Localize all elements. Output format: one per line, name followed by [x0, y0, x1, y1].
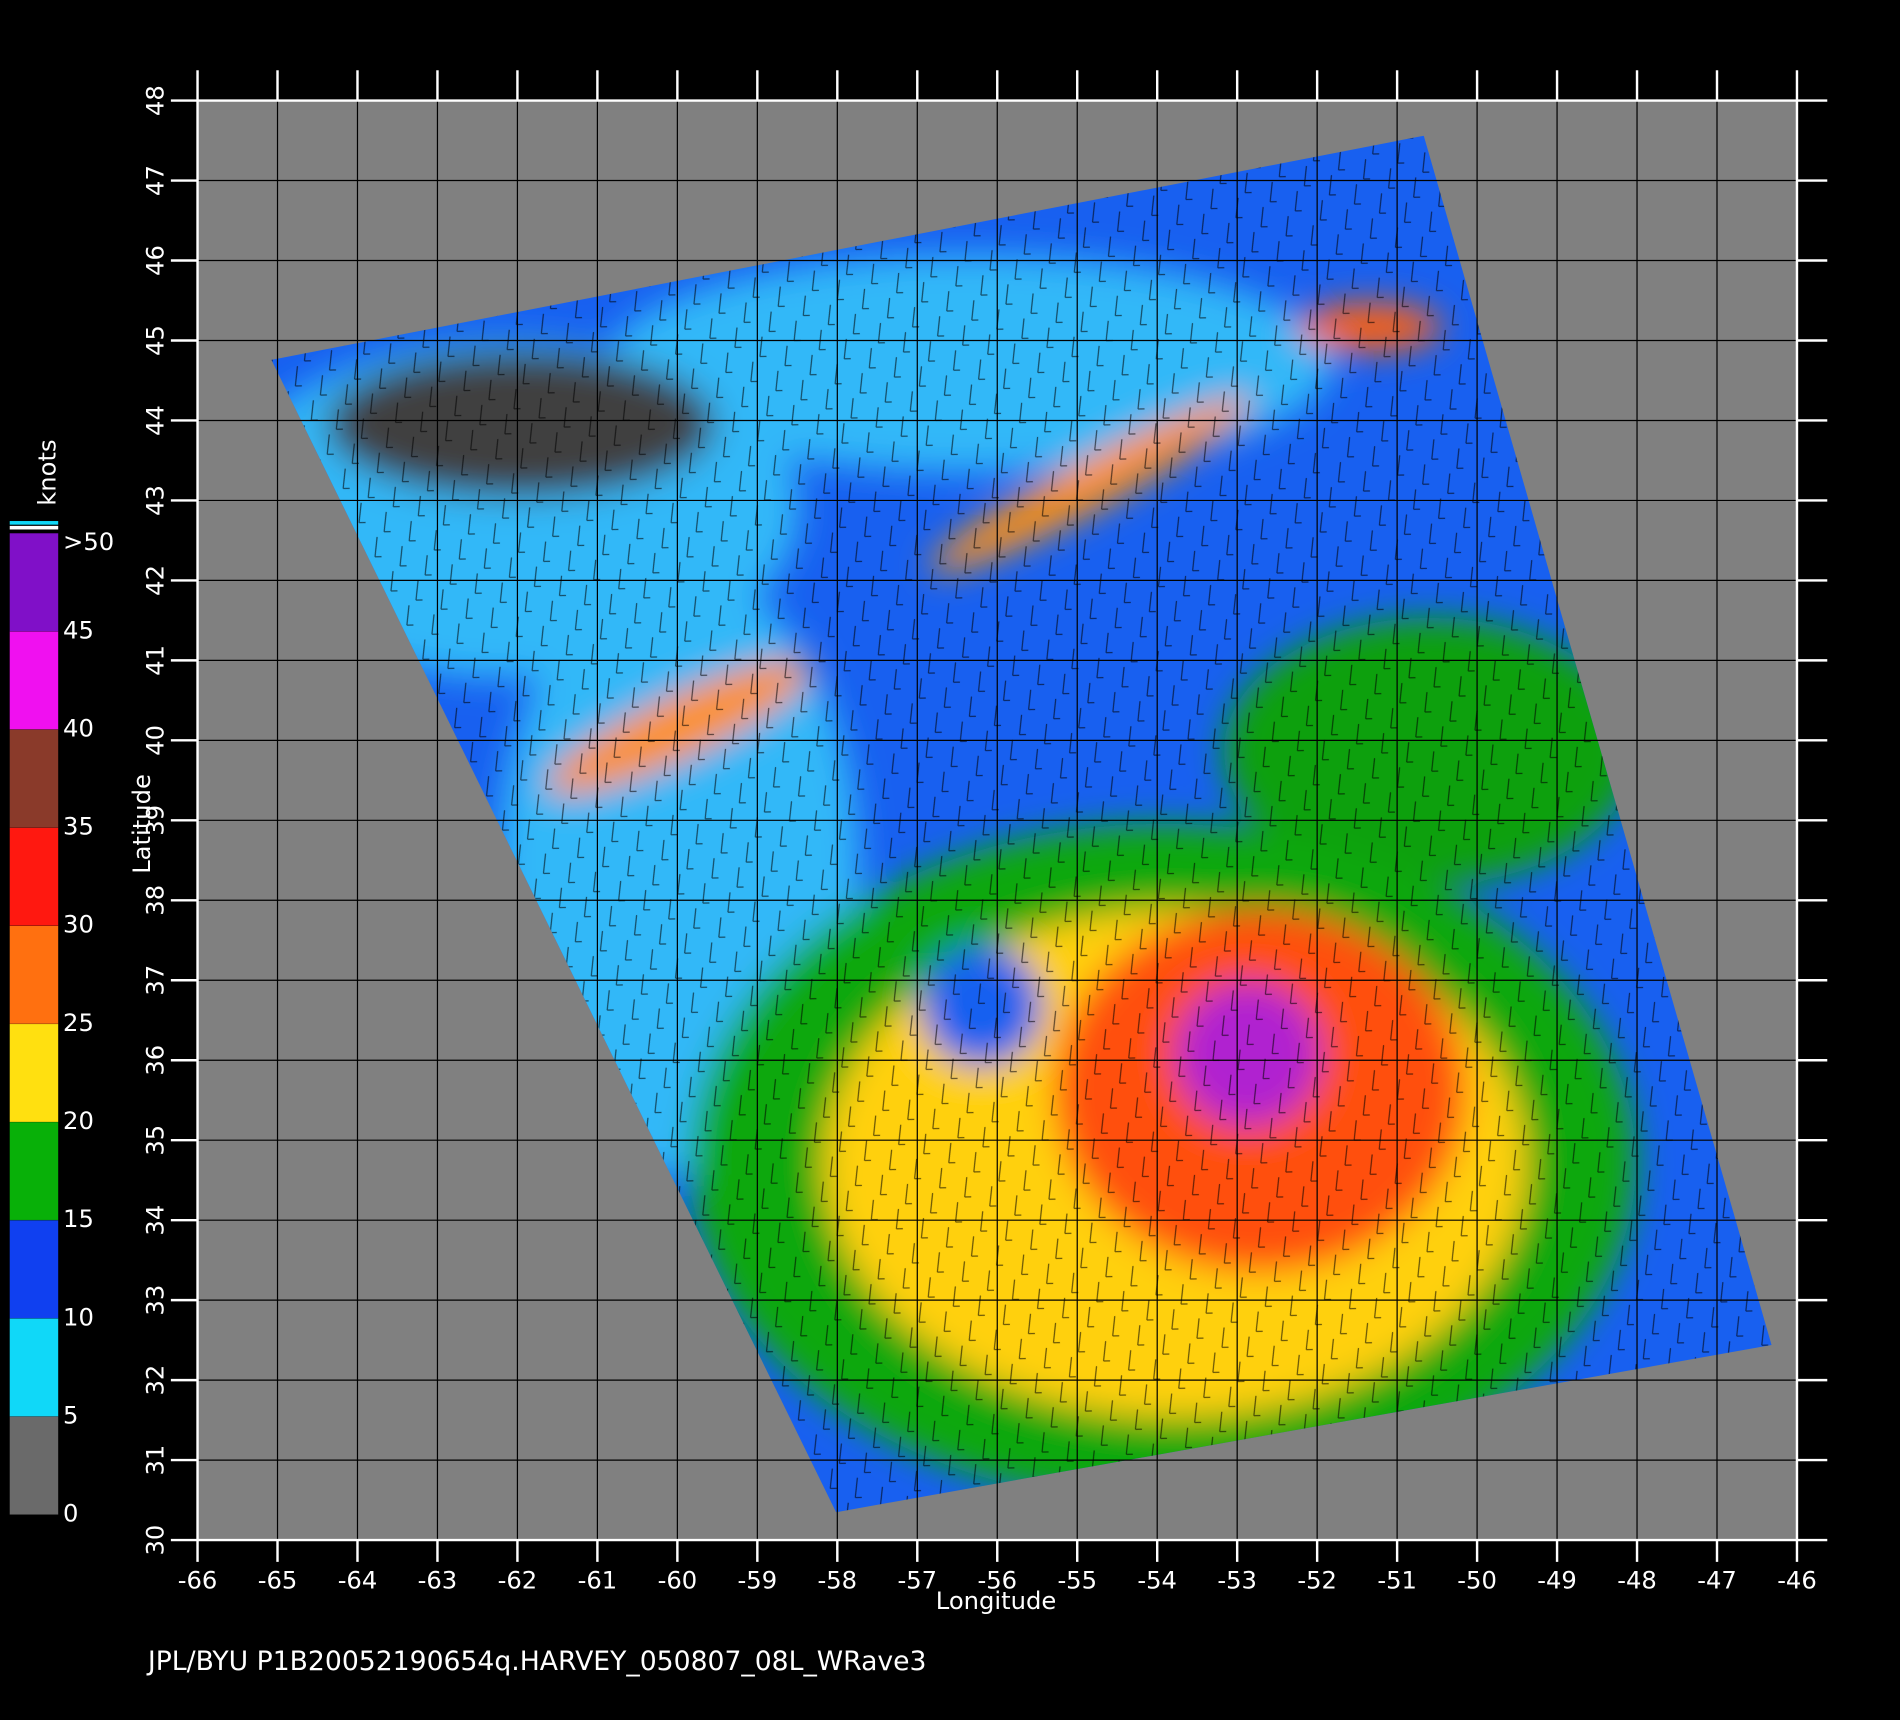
y-tick-label: 47: [141, 165, 169, 196]
y-axis-label: Latitude: [128, 774, 156, 874]
colorbar-tick-label: 0: [63, 1500, 78, 1528]
colorbar-tick-label: >50: [63, 528, 114, 556]
y-tick-label: 45: [141, 325, 169, 356]
x-tick-label: -64: [338, 1566, 378, 1594]
y-tick-label: 36: [141, 1045, 169, 1076]
colorbar-tick-label: 35: [63, 813, 94, 841]
x-tick-label: -59: [738, 1566, 778, 1594]
x-tick-label: -55: [1057, 1566, 1097, 1594]
colorbar-segment: [9, 1318, 59, 1417]
x-tick-label: -48: [1617, 1566, 1657, 1594]
colorbar-segment: [9, 925, 59, 1024]
colorbar-cap: [9, 525, 59, 530]
colorbar-tick-label: 30: [63, 911, 94, 939]
colorbar-segment: [9, 1023, 59, 1123]
colorbar-segment: [9, 1416, 59, 1515]
x-tick-label: -49: [1537, 1566, 1577, 1594]
x-tick-label: -63: [418, 1566, 458, 1594]
colorbar-segment: [9, 533, 59, 632]
footer: JPL/BYU P1B20052190654q.HARVEY_050807_08…: [146, 1646, 927, 1677]
y-tick-label: 37: [141, 965, 169, 996]
y-tick-label: 34: [141, 1205, 169, 1236]
colorbar: 0 5 10 15 20 25 30 35 40 >50 45: [9, 521, 114, 1528]
x-tick-label: -60: [658, 1566, 698, 1594]
x-tick-label: -66: [178, 1566, 218, 1594]
y-tick-label: 35: [141, 1125, 169, 1156]
y-tick-label: 38: [141, 885, 169, 916]
colorbar-segment: [9, 1220, 59, 1319]
x-tick-label: -53: [1217, 1566, 1257, 1594]
y-tick-label: 43: [141, 485, 169, 516]
x-tick-label: -62: [498, 1566, 538, 1594]
y-tick-label: 42: [141, 565, 169, 596]
colorbar-segment: [9, 631, 59, 730]
colorbar-tick-label: 45: [63, 616, 94, 644]
y-tick-label: 31: [141, 1445, 169, 1476]
y-tick-label: 48: [141, 85, 169, 116]
colorbar-tick-label: 10: [63, 1303, 94, 1331]
x-tick-label: -61: [578, 1566, 618, 1594]
x-axis-label: Longitude: [936, 1587, 1056, 1615]
colorbar-tick-label: 20: [63, 1107, 94, 1135]
y-tick-label: 46: [141, 245, 169, 276]
x-tick-label: -50: [1457, 1566, 1497, 1594]
colorbar-cap: [9, 521, 59, 525]
y-tick-label: 44: [141, 405, 169, 436]
colorbar-tick-label: 15: [63, 1205, 94, 1233]
x-tick-label: -52: [1297, 1566, 1337, 1594]
x-tick-label: -65: [258, 1566, 298, 1594]
x-tick-label: -51: [1377, 1566, 1417, 1594]
colorbar-segment: [9, 827, 59, 926]
colorbar-tick-label: 25: [63, 1009, 94, 1037]
colorbar-segment: [9, 729, 59, 828]
y-tick-label: 41: [141, 645, 169, 676]
y-tick-label: 39: [141, 805, 169, 836]
x-tick-label: -58: [818, 1566, 858, 1594]
colorbar-segment: [9, 1122, 59, 1221]
y-tick-label: 40: [141, 725, 169, 756]
colorbar-label: knots: [33, 439, 61, 505]
axes: -66 -65 -64 -63 -62 -61 -60 -59 -58 -57 -56 -55 -54 -…: [141, 70, 1828, 1594]
x-tick-label: -57: [898, 1566, 938, 1594]
x-tick-label: -46: [1777, 1566, 1817, 1594]
y-tick-label: 30: [141, 1525, 169, 1556]
grid: [196, 99, 1798, 1541]
x-tick-label: -47: [1697, 1566, 1737, 1594]
y-tick-label: 32: [141, 1365, 169, 1396]
x-tick-label: -56: [977, 1566, 1017, 1594]
x-tick-label: -54: [1137, 1566, 1177, 1594]
y-tick-label: 33: [141, 1285, 169, 1316]
colorbar-tick-label: 40: [63, 714, 94, 742]
colorbar-tick-label: 5: [63, 1401, 78, 1429]
